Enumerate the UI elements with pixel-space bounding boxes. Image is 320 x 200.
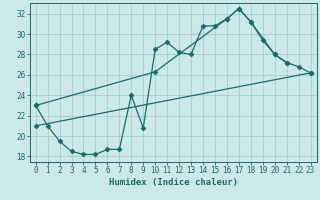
- X-axis label: Humidex (Indice chaleur): Humidex (Indice chaleur): [108, 178, 238, 187]
